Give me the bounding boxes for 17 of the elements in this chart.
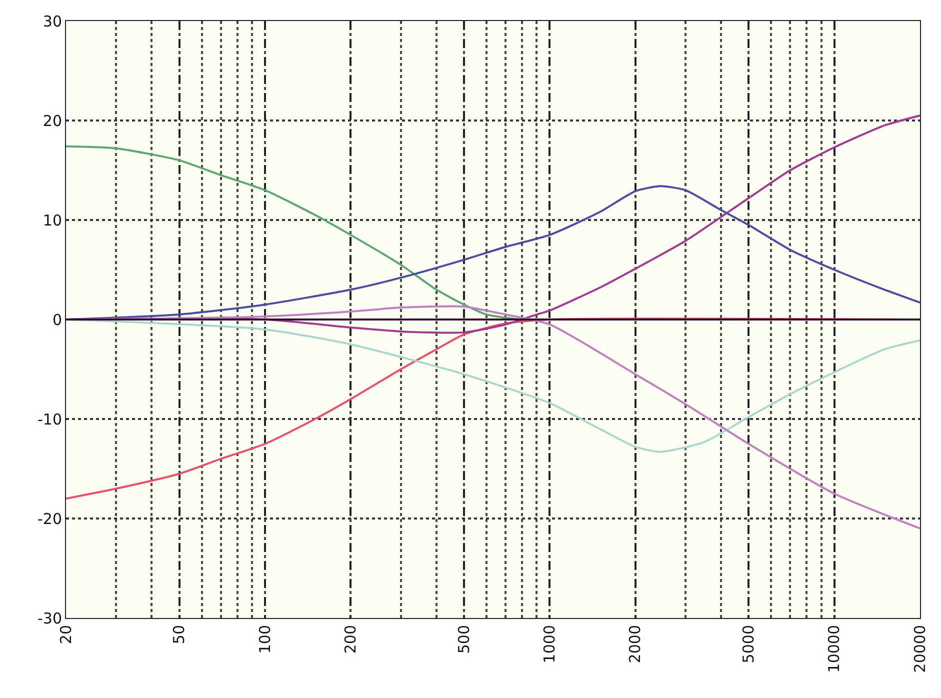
y-tick-label: -30 xyxy=(38,609,62,628)
x-tick-label: 20 xyxy=(56,625,75,644)
y-tick-label: 20 xyxy=(42,112,62,130)
x-tick-label: 200 xyxy=(342,625,360,654)
y-tick-label: -20 xyxy=(38,510,62,528)
x-tick-label: 2000 xyxy=(626,625,644,664)
x-tick-label: 10000 xyxy=(825,625,844,673)
x-tick-label: 20000 xyxy=(910,625,929,673)
x-tick-label: 50 xyxy=(170,625,188,644)
x-tick-label: 5000 xyxy=(739,625,758,664)
x-tick-label: 500 xyxy=(454,625,473,654)
y-tick-label: 0 xyxy=(52,310,62,329)
x-tick-label: 1000 xyxy=(540,625,559,664)
y-tick-label: 30 xyxy=(42,12,62,30)
x-tick-label: 100 xyxy=(256,625,274,654)
y-tick-label: 10 xyxy=(42,211,62,230)
y-tick-label: -10 xyxy=(38,410,62,428)
